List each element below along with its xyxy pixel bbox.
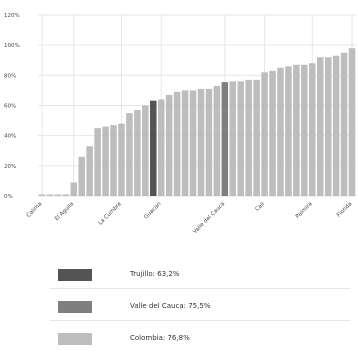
y-axis: 0% 20% 40% 60% 80% 100% 120% <box>4 13 20 200</box>
bar-c33 <box>293 64 300 197</box>
bar-c18 <box>173 91 181 196</box>
legend: Trujillo: 63,2% Valle del Cauca: 75,5% C… <box>50 262 350 357</box>
bar-trujillo <box>150 100 157 196</box>
bar-c25 <box>229 81 237 196</box>
bar-palmira <box>309 63 316 197</box>
legend-item-colombia: Colombia: 76,8% <box>50 326 350 352</box>
bar-c3 <box>54 194 62 196</box>
y-tick-label: 60% <box>4 104 16 110</box>
bar-c23 <box>213 85 221 196</box>
y-tick-label: 100% <box>4 43 20 49</box>
bar-c22 <box>205 88 213 196</box>
bar-c37 <box>324 57 332 196</box>
y-tick-label: 40% <box>4 134 16 140</box>
bar-c20 <box>189 90 197 196</box>
bar-c34 <box>301 64 308 197</box>
y-tick-label: 0% <box>4 194 13 200</box>
bar-c26 <box>237 81 244 196</box>
y-tick-label: 120% <box>4 13 20 19</box>
bar-c4 <box>62 194 70 196</box>
bar-c9 <box>102 126 109 196</box>
bar-c27 <box>245 79 252 196</box>
bar-c36 <box>316 57 324 196</box>
bar-cali <box>261 72 268 196</box>
bar-guacari <box>157 99 165 196</box>
legend-label-colombia: Colombia: 76,8% <box>130 334 190 342</box>
x-tick-label-el-aguila: El Aguila <box>54 201 75 222</box>
legend-swatch-trujillo <box>58 269 92 281</box>
bar-la-cumbre <box>118 123 125 196</box>
x-tick-label-guacari: Guacari <box>143 201 163 221</box>
x-tick-label-valle-del-cauca: Valle del Cauca <box>192 201 226 235</box>
legend-swatch-colombia <box>58 333 92 345</box>
bar-el-aguila <box>70 182 78 196</box>
chart-grid <box>38 14 356 197</box>
bar-c8 <box>94 128 101 196</box>
bar-c12 <box>126 113 133 196</box>
bar-florida <box>348 48 356 196</box>
x-axis: Calima El Aguila La Cumbre Guacari Valle del… <box>26 201 354 235</box>
x-tick-label-palmira: Palmira <box>295 201 314 220</box>
x-tick-label-cali: Cali <box>254 201 266 213</box>
legend-item-trujillo: Trujillo: 63,2% <box>50 262 350 289</box>
x-tick-label-florida: Florida <box>336 201 353 218</box>
bar-c13 <box>134 110 141 196</box>
x-tick-label-la-cumbre: La Cumbre <box>98 201 124 227</box>
legend-item-valle-del-cauca: Valle del Cauca: 75,5% <box>50 294 350 321</box>
bar-series <box>38 48 356 197</box>
bar-c10 <box>110 125 117 196</box>
bar-calima <box>38 194 46 196</box>
bar-c28 <box>253 79 260 196</box>
legend-label-valle-del-cauca: Valle del Cauca: 75,5% <box>130 302 211 310</box>
bar-c19 <box>181 90 189 196</box>
bar-c14 <box>142 105 149 196</box>
x-tick-label-calima: Calima <box>26 201 44 219</box>
bar-c21 <box>197 88 205 196</box>
bar-c2 <box>46 194 54 196</box>
bar-c38 <box>332 55 340 196</box>
bar-c31 <box>277 67 284 197</box>
bar-valle-del-cauca <box>221 82 229 196</box>
bar-c32 <box>285 66 292 197</box>
bar-chart: 0% 20% 40% 60% 80% 100% 120% Calima El Aguila La… <box>4 13 356 235</box>
y-tick-label: 80% <box>4 73 16 79</box>
bar-c7 <box>86 146 93 196</box>
bar-c6 <box>78 156 85 196</box>
legend-swatch-valle-del-cauca <box>58 301 92 313</box>
y-tick-label: 20% <box>4 164 16 170</box>
legend-label-trujillo: Trujillo: 63,2% <box>130 270 180 278</box>
bar-c39 <box>340 52 348 197</box>
bar-c17 <box>165 94 173 196</box>
bar-c30 <box>269 70 276 196</box>
